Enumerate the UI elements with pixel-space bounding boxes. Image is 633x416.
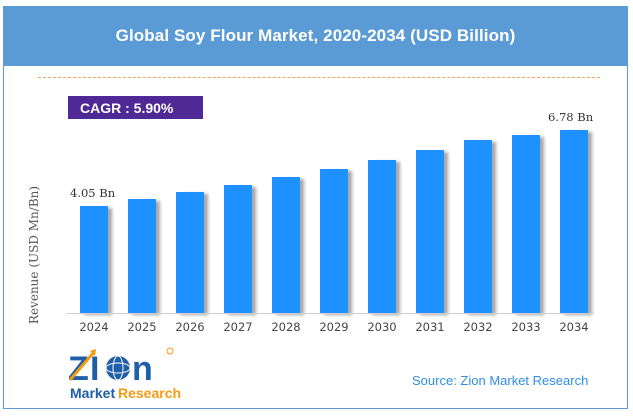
bar-2027 [224,184,252,313]
source-text: Source: Zion Market Research [412,373,589,388]
svg-text:n: n [132,350,153,388]
x-tick-label: 2029 [319,320,349,334]
x-tick-label: 2031 [415,320,445,334]
x-tick-label: 2032 [463,320,493,334]
x-tick-label: 2025 [127,320,157,334]
bar-2029 [320,168,348,313]
x-tick-label: 2033 [511,320,541,334]
bar-2024 [80,206,108,313]
svg-text:Market: Market [70,385,115,401]
x-tick-label: 2030 [367,320,397,334]
bar-2028 [272,177,300,313]
y-axis-label: Revenue (USD Mn/Bn) [27,185,41,325]
title-bar: Global Soy Flour Market, 2020-2034 (USD … [3,6,628,66]
chart-title: Global Soy Flour Market, 2020-2034 (USD … [115,26,516,45]
dashed-divider [38,77,600,78]
bar-2034 [560,129,588,313]
bar-2025 [128,199,156,313]
data-label-first: 4.05 Bn [70,186,116,200]
bar-2030 [368,159,396,313]
x-tick-label: 2034 [559,320,589,334]
bar-2032 [464,140,492,313]
bar-2033 [512,135,540,313]
svg-text:I: I [90,350,99,388]
x-tick-label: 2026 [175,320,205,334]
plot-area [66,110,594,313]
cagr-badge: CAGR : 5.90% [68,96,203,119]
x-axis-line [66,313,594,314]
bar-2026 [176,192,204,313]
data-label-last: 6.78 Bn [548,109,594,124]
x-tick-label: 2024 [79,320,109,334]
x-tick-label: 2028 [271,320,301,334]
bar-2031 [416,150,444,313]
x-tick-label: 2027 [223,320,253,334]
zion-logo: Z I n Market Research [66,346,186,404]
svg-text:Research: Research [118,385,181,401]
